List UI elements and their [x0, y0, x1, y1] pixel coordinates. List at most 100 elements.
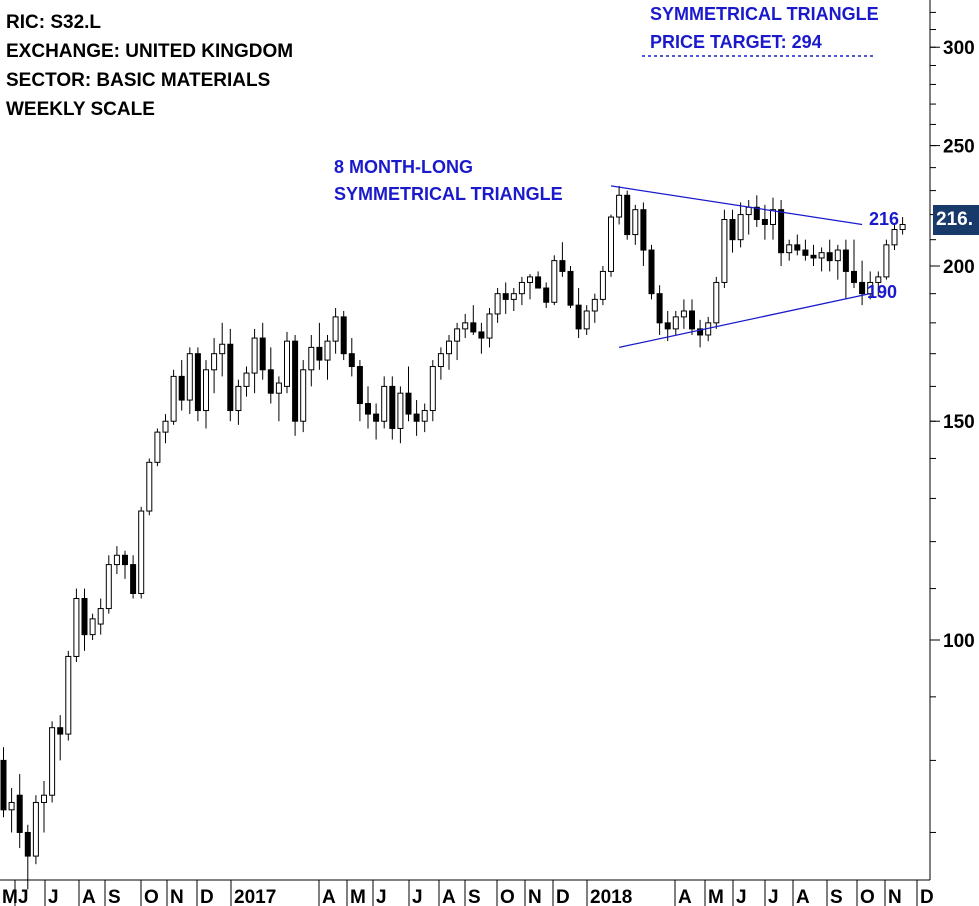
candle: [178, 360, 185, 411]
candle: [551, 255, 558, 306]
candle-body: [891, 228, 898, 246]
x-tick-label: A: [82, 887, 96, 906]
candle-body: [122, 554, 128, 566]
x-tick-label: J: [736, 887, 747, 906]
x-tick-label: N: [170, 887, 184, 906]
y-tick-label: 150: [943, 412, 975, 433]
candle: [648, 244, 655, 300]
candle: [510, 288, 517, 311]
candle: [454, 322, 461, 361]
candle-body: [0, 759, 7, 811]
candle: [397, 386, 404, 444]
sector-label: SECTOR: BASIC MATERIALS: [6, 70, 271, 91]
candle: [680, 299, 687, 329]
candle-body: [316, 346, 323, 361]
candle-body: [397, 392, 404, 429]
candle-body: [802, 249, 809, 256]
candle: [729, 209, 736, 253]
candle: [608, 214, 614, 277]
candle: [462, 313, 469, 339]
candle: [429, 360, 436, 422]
triangle-trendlines: [610, 185, 871, 349]
candle: [235, 379, 242, 425]
candle-body: [308, 346, 315, 371]
candle-body: [267, 369, 274, 394]
candle-body: [162, 420, 169, 433]
candle-body: [97, 608, 104, 625]
candle-body: [300, 369, 307, 422]
candle-body: [259, 337, 266, 371]
candle-body: [454, 328, 461, 342]
candle: [324, 334, 331, 380]
x-tick-label: A: [796, 887, 810, 906]
candle-body: [559, 260, 566, 272]
x-tick-label: S: [830, 887, 843, 906]
candle-body: [16, 794, 23, 833]
candle: [559, 242, 566, 277]
candle-body: [616, 194, 623, 218]
candle: [664, 310, 671, 342]
candle: [292, 334, 299, 436]
candle-body: [186, 353, 193, 401]
candle-body: [834, 249, 841, 262]
candle: [543, 282, 550, 309]
candle: [356, 360, 363, 422]
candle: [802, 239, 809, 261]
candle: [689, 299, 695, 335]
candle: [243, 366, 250, 397]
last-price-badge: 216.: [933, 205, 979, 235]
candle: [745, 200, 752, 235]
pattern-label-line1: 8 MONTH-LONG: [334, 157, 473, 177]
x-tick-label: D: [200, 887, 214, 906]
candle-body: [575, 304, 582, 330]
candle-body: [49, 727, 56, 796]
trendline-upper: [610, 185, 863, 226]
candle-body: [672, 316, 679, 330]
candle: [373, 403, 380, 440]
x-tick-label: S: [468, 887, 481, 906]
candle: [737, 202, 744, 248]
candle-body: [24, 831, 31, 857]
candle-body: [656, 293, 663, 324]
candle: [656, 285, 663, 335]
x-tick-label: N: [528, 887, 542, 906]
candle-body: [219, 343, 226, 355]
candle-body: [462, 322, 469, 330]
exchange-label: EXCHANGE: UNITED KINGDOM: [6, 41, 294, 62]
candle: [810, 244, 817, 266]
candle-body: [170, 375, 177, 422]
candle-body: [842, 249, 849, 272]
scale-label: WEEKLY SCALE: [6, 99, 155, 120]
candle: [826, 239, 833, 272]
candle-body: [583, 310, 590, 330]
candle-body: [203, 369, 209, 412]
candle-body: [745, 206, 752, 216]
x-tick-label: J: [48, 887, 59, 906]
pattern-label-line2: SYMMETRICAL TRIANGLE: [334, 184, 563, 204]
candle: [527, 274, 533, 300]
x-tick-label: 2017: [234, 887, 276, 906]
y-tick-label: 100: [943, 631, 975, 652]
candle: [575, 288, 582, 339]
target-label-line2: PRICE TARGET: 294: [650, 32, 822, 52]
candle-body: [178, 375, 185, 401]
candle: [421, 403, 428, 433]
candle: [640, 202, 647, 266]
candle-body: [551, 260, 558, 303]
candle-body: [405, 392, 412, 415]
x-tick-label: O: [860, 887, 875, 906]
candle-body: [494, 293, 501, 315]
candle: [308, 334, 315, 387]
candle-body: [737, 214, 744, 241]
candle-body: [543, 287, 550, 303]
candle-body: [591, 298, 598, 312]
candle-body: [883, 244, 890, 278]
candle-body: [365, 403, 371, 415]
candle-body: [389, 385, 396, 429]
candle-body: [729, 219, 736, 241]
candle: [389, 376, 396, 440]
candle-body: [154, 431, 161, 463]
candle: [259, 322, 266, 380]
ric-label: RIC: S32.L: [6, 12, 102, 33]
candle: [186, 347, 193, 415]
